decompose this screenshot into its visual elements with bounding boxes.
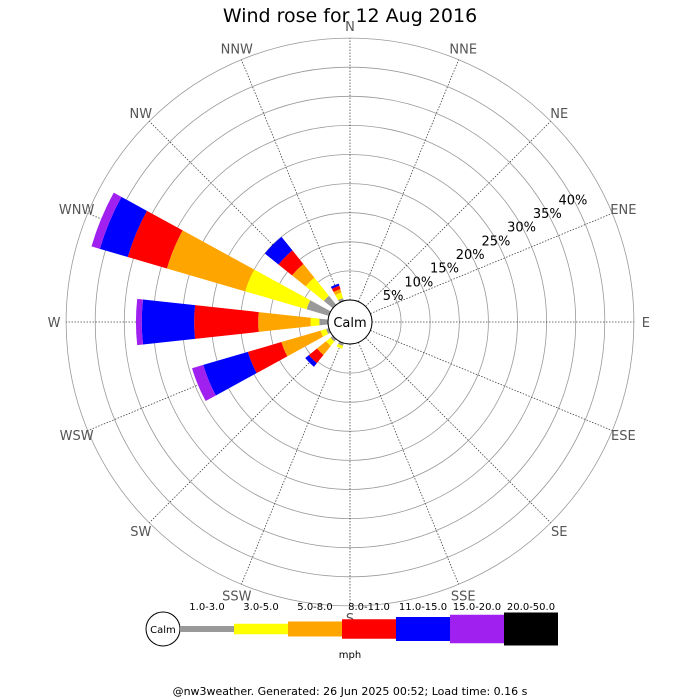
- legend-label-5: 15.0-20.0: [453, 602, 501, 613]
- direction-label-sw: SW: [130, 525, 151, 540]
- petal-w-bin-4: [141, 299, 196, 345]
- petal-wsw-bin-1: [320, 328, 329, 337]
- legend-swatch-5: [450, 614, 504, 644]
- petal-sw-bin-4: [305, 355, 317, 367]
- petal-w-bin-2: [258, 312, 311, 332]
- direction-label-w: W: [48, 316, 61, 331]
- petal-sw-bin-0: [330, 335, 337, 342]
- legend-calm-label: Calm: [150, 625, 176, 636]
- petal-nw-bin-3: [278, 250, 304, 276]
- legend-swatch-2: [288, 621, 342, 637]
- petal-nnw-bin-2: [333, 289, 342, 296]
- direction-label-wnw: WNW: [59, 203, 95, 218]
- direction-label-wsw: WSW: [60, 429, 94, 444]
- petal-wnw-bin-0: [306, 300, 331, 316]
- legend-unit: mph: [339, 650, 361, 661]
- petal-nnw-bin-4: [330, 283, 340, 289]
- direction-label-ese: ESE: [611, 429, 636, 444]
- petal-nnw-bin-3: [331, 285, 341, 292]
- legend-swatch-4: [396, 617, 450, 641]
- grid-ring: [94, 66, 606, 578]
- petal-w-bin-3: [194, 305, 259, 339]
- petal-nw-bin-4: [264, 236, 293, 265]
- petal-wsw-bin-5: [192, 364, 216, 402]
- calm-label: Calm: [333, 316, 366, 331]
- calm-center: Calm: [327, 299, 373, 345]
- direction-label-ne: NE: [550, 107, 568, 122]
- legend-label-6: 20.0-50.0: [507, 602, 555, 613]
- legend-swatch-6: [504, 612, 558, 646]
- ring-label: 25%: [481, 234, 510, 249]
- direction-label-ssw: SSW: [222, 589, 252, 604]
- legend-label-2: 5.0-8.0: [297, 602, 332, 613]
- petal-nnw-bin-0: [338, 298, 344, 303]
- ring-label: 10%: [404, 275, 433, 290]
- petal-ssw-bin-0: [338, 341, 344, 346]
- petal-sw-bin-2: [316, 341, 331, 356]
- legend-swatch-1: [234, 623, 288, 635]
- ring-label: 35%: [533, 207, 562, 222]
- petal-wsw-bin-4: [203, 351, 257, 396]
- legend-swatch-0: [180, 626, 234, 632]
- direction-label-nne: NNE: [449, 43, 477, 58]
- polar-grid: [65, 37, 635, 607]
- petal-w-bin-5: [135, 298, 143, 346]
- spoke-ne: [365, 120, 552, 307]
- ring-labels: 5%10%15%20%25%30%35%40%: [383, 193, 588, 304]
- petal-sw-bin-1: [326, 337, 335, 346]
- spoke-se: [365, 337, 552, 524]
- ring-label: 30%: [507, 221, 536, 236]
- ring-label: 20%: [456, 248, 485, 263]
- direction-label-n: N: [345, 20, 355, 35]
- petal-wsw-bin-3: [247, 342, 288, 374]
- legend-label-1: 3.0-5.0: [243, 602, 278, 613]
- legend-swatch-3: [342, 619, 396, 639]
- direction-label-sse: SSE: [451, 589, 476, 604]
- grid-ring: [123, 95, 577, 549]
- petal-sw-bin-3: [308, 348, 324, 364]
- petal-wsw-bin-2: [281, 330, 324, 357]
- petal-nw-bin-1: [305, 277, 329, 301]
- direction-label-e: E: [642, 316, 650, 331]
- petal-w-bin-0: [319, 318, 329, 326]
- speed-legend: Calm 1.0-3.0 3.0-5.0 5.0-8.0 8.0-11.0 11.0-15…: [145, 602, 558, 661]
- calm-circle: [327, 299, 373, 345]
- footer-text: @nw3weather. Generated: 26 Jun 2025 00:5…: [172, 685, 528, 698]
- petal-nw-bin-2: [292, 264, 315, 287]
- direction-label-nnw: NNW: [221, 43, 253, 58]
- petal-wnw-bin-4: [99, 196, 147, 258]
- petal-nw-bin-0: [323, 295, 337, 309]
- ring-label: 15%: [430, 262, 459, 277]
- wind-petals: [91, 192, 344, 402]
- legend-label-3: 8.0-11.0: [348, 602, 390, 613]
- chart-title: Wind rose for 12 Aug 2016: [222, 5, 478, 27]
- petal-ssw-bin-1: [336, 343, 344, 349]
- legend-label-0: 1.0-3.0: [189, 602, 224, 613]
- ring-label: 5%: [383, 289, 404, 304]
- direction-label-ene: ENE: [610, 203, 636, 218]
- petal-w-bin-1: [310, 317, 320, 327]
- petal-nnw-bin-1: [335, 292, 344, 301]
- legend-label-4: 11.0-15.0: [399, 602, 447, 613]
- direction-label-se: SE: [551, 525, 567, 540]
- petal-wnw-bin-1: [245, 269, 311, 310]
- petal-wnw-bin-3: [127, 210, 183, 269]
- petal-wsw-bin-0: [326, 328, 331, 334]
- petal-wnw-bin-5: [91, 192, 122, 249]
- ring-label: 40%: [559, 193, 588, 208]
- direction-label-nw: NW: [129, 107, 152, 122]
- petal-wnw-bin-2: [166, 230, 255, 292]
